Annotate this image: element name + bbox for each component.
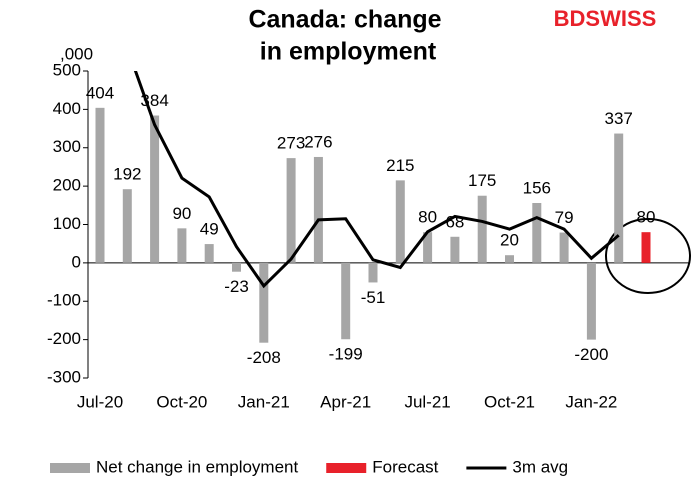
bar: [559, 232, 569, 263]
line: [133, 71, 620, 289]
brand: BDSWISS: [554, 6, 657, 31]
bar: [477, 195, 487, 263]
bar: [614, 133, 624, 263]
highlight-circle: [605, 218, 691, 294]
x-tick-label: Jul-21: [404, 392, 450, 411]
bar: [177, 228, 187, 263]
x-tick-label: Apr-21: [320, 392, 371, 411]
data-label: 80: [637, 208, 656, 227]
bar: [341, 262, 351, 340]
bar: [450, 236, 460, 263]
legend-label: Net change in employment: [96, 457, 299, 476]
bar: [368, 262, 378, 283]
data-label: 273: [277, 134, 305, 153]
legend-swatch: [326, 463, 367, 473]
data-label: 175: [468, 171, 496, 190]
bar: [259, 262, 269, 343]
legend-label: 3m avg: [512, 457, 568, 476]
data-label: -208: [247, 348, 281, 367]
data-label: 215: [386, 156, 414, 175]
data-label: 276: [304, 132, 332, 151]
y-tick-label: 300: [53, 137, 81, 156]
y-tick-label: 500: [53, 60, 81, 79]
data-label: 80: [418, 208, 437, 227]
data-label: 90: [172, 204, 191, 223]
data-label: 156: [523, 178, 551, 197]
chart-subtitle: in employment: [260, 38, 437, 66]
data-label: 79: [555, 208, 574, 227]
bar: [204, 244, 214, 263]
x-tick-label: Oct-21: [484, 392, 535, 411]
legend-label: Forecast: [372, 457, 438, 476]
data-label: -199: [329, 345, 363, 364]
data-label: 404: [86, 83, 114, 102]
x-tick-label: Jan-21: [238, 392, 290, 411]
annotation: ,000: [60, 44, 93, 63]
bar: [95, 107, 105, 263]
bar: [532, 203, 542, 263]
data-label: 384: [140, 91, 168, 110]
plot: [95, 71, 651, 343]
y-tick-label: -100: [47, 291, 81, 310]
y-tick-label: 0: [72, 252, 81, 271]
data-label: -200: [574, 345, 608, 364]
data-label: 49: [200, 220, 219, 239]
data-label: -23: [224, 277, 249, 296]
data-label: 68: [445, 212, 464, 231]
bar: [150, 115, 160, 263]
bar: [423, 232, 433, 263]
bar: [641, 232, 651, 263]
y-tick-label: 200: [53, 176, 81, 195]
y-tick-label: -300: [47, 367, 81, 386]
legend-swatch: [50, 463, 90, 473]
data-label: -51: [361, 288, 386, 307]
bar: [286, 158, 296, 263]
x-tick-label: Jan-22: [565, 392, 617, 411]
data-label: 20: [500, 231, 519, 250]
bar: [232, 262, 241, 272]
y-tick-label: 400: [53, 99, 81, 118]
y-tick-label: 100: [53, 214, 81, 233]
bar: [395, 180, 405, 263]
bar: [586, 262, 596, 340]
y-tick-label: -200: [47, 329, 81, 348]
chart-title: Canada: change: [248, 6, 441, 34]
bar: [505, 255, 514, 263]
bar: [313, 156, 323, 263]
x-tick-label: Jul-20: [77, 392, 123, 411]
data-label: 192: [113, 165, 141, 184]
data-label: 337: [605, 109, 633, 128]
bar: [122, 189, 132, 263]
x-tick-label: Oct-20: [156, 392, 207, 411]
